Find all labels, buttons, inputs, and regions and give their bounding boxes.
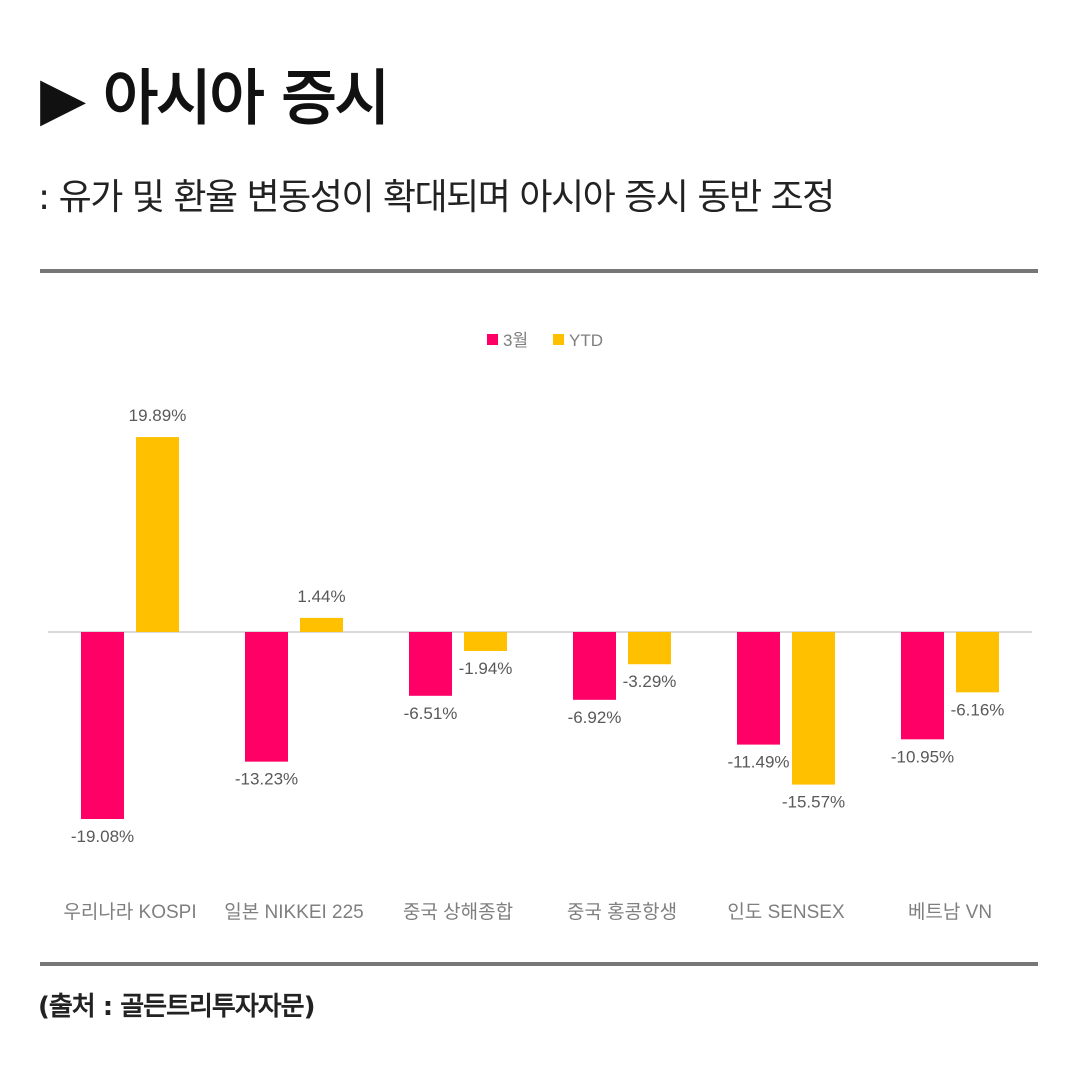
data-label-1-0: 19.89% (129, 406, 187, 425)
data-label-1-1: 1.44% (297, 587, 345, 606)
data-label-0-4: -11.49% (727, 753, 789, 772)
data-label-0-3: -6.92% (568, 708, 622, 727)
data-label-1-3: -3.29% (623, 672, 677, 691)
category-label-1: 일본 NIKKEI 225 (224, 901, 364, 923)
legend-swatch-1 (553, 334, 564, 345)
category-label-5: 베트남 VN (908, 901, 992, 923)
data-label-0-1: -13.23% (235, 770, 298, 789)
data-label-1-5: -6.16% (951, 700, 1005, 719)
category-label-3: 중국 홍콩항생 (567, 901, 677, 923)
page-title: ▶ 아시아 증시 (40, 64, 390, 134)
category-label-0: 우리나라 KOSPI (63, 901, 196, 923)
legend-label-1: YTD (569, 331, 603, 350)
page-subtitle: : 유가 및 환율 변동성이 확대되며 아시아 증시 동반 조정 (38, 177, 835, 218)
category-label-4: 인도 SENSEX (727, 901, 845, 923)
data-label-0-5: -10.95% (891, 747, 954, 766)
category-label-2: 중국 상해종합 (403, 901, 513, 923)
data-label-1-4: -15.57% (782, 793, 845, 812)
bar-0-1 (245, 632, 288, 762)
bar-1-0 (136, 437, 179, 632)
top-divider (40, 269, 1038, 273)
bar-0-5 (901, 632, 944, 740)
bar-0-2 (409, 632, 452, 696)
bar-1-5 (956, 632, 999, 693)
source-note: (출처 : 골든트리투자자문) (38, 992, 315, 1022)
data-label-0-0: -19.08% (71, 827, 134, 846)
bar-1-2 (464, 632, 507, 652)
bar-1-3 (628, 632, 671, 665)
bar-1-1 (300, 617, 343, 632)
legend-swatch-0 (487, 334, 498, 345)
bar-0-3 (573, 632, 616, 700)
bottom-divider (40, 962, 1038, 966)
legend-label-0: 3월 (503, 331, 528, 350)
bar-0-4 (737, 632, 780, 745)
bar-1-4 (792, 632, 835, 785)
data-label-0-2: -6.51% (404, 704, 458, 723)
data-label-1-2: -1.94% (459, 659, 513, 678)
bar-0-0 (81, 632, 124, 819)
